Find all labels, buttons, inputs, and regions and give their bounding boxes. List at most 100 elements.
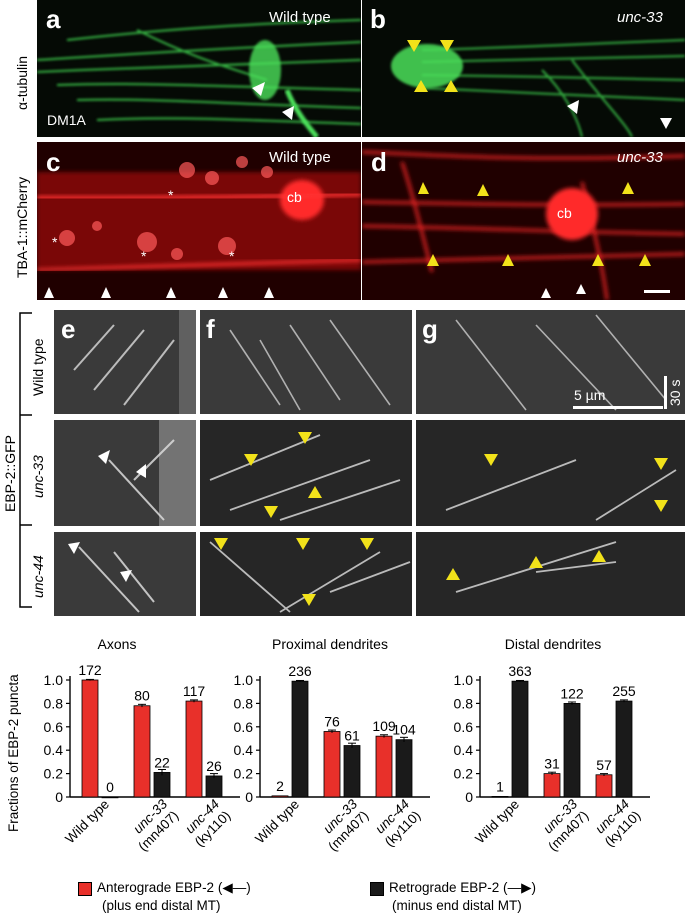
category-label: Wild type (62, 797, 112, 847)
panel-b-image: b unc-33 (362, 0, 685, 137)
bar (133, 705, 151, 798)
data-label: 80 (134, 688, 150, 704)
category-label-line: Wild type (62, 797, 112, 847)
bar (291, 680, 309, 798)
data-label: 31 (544, 756, 560, 772)
legend-retro-line2: (minus end distal MT) (392, 898, 522, 913)
row-label-ebp: EBP-2::GFP (2, 432, 18, 514)
kymograph-f-wildtype: f (200, 310, 412, 414)
bar (101, 796, 119, 799)
row-label-tubulin: α-tubulin (14, 55, 30, 110)
asterisk-1: * (168, 187, 174, 203)
bar (563, 703, 581, 798)
bar (323, 731, 341, 798)
y-tick-label: 0.4 (234, 742, 254, 758)
panel-d-body (362, 150, 685, 300)
panel-a-image: a Wild type DM1A (37, 0, 361, 137)
data-label: 104 (392, 722, 416, 738)
bar (595, 774, 613, 798)
row-label-unc44: unc-44 (30, 555, 46, 598)
kymograph-bracket (19, 312, 32, 608)
data-label: 57 (596, 757, 612, 773)
row-label-wild-type: Wild type (30, 338, 46, 396)
bar (343, 745, 361, 798)
kymograph-g-unc44 (416, 532, 685, 616)
y-tick-label: 1.0 (234, 672, 254, 688)
data-label: 61 (344, 728, 360, 744)
panel-b-neurites (391, 39, 685, 137)
kymograph-g-unc33 (416, 420, 685, 526)
panel-c-white-arrowheads (44, 287, 274, 298)
chart-2-title: Proximal dendrites (272, 636, 388, 652)
data-label: 22 (154, 754, 170, 770)
chart-distal-dendrites: 0 0.2 0.4 0.6 0.8 1.0 1 363 Wild type 31 122 unc-33… (454, 663, 650, 854)
y-tick-label: 0.6 (44, 719, 64, 735)
panel-letter-e: e (61, 314, 76, 344)
category-label: Wild type (472, 797, 522, 847)
bar (511, 680, 529, 798)
row-label-tba: TBA-1::mCherry (14, 176, 30, 278)
panel-letter-c: c (46, 147, 61, 177)
y-tick-label: 0 (55, 789, 63, 805)
legend-retro-arrow: —▶ (507, 880, 532, 895)
asterisk-3: * (141, 248, 147, 264)
kymograph-e-wildtype: e (54, 310, 196, 414)
legend-swatch-antero (78, 882, 92, 896)
data-label: 2 (276, 778, 284, 794)
data-label: 26 (206, 758, 222, 774)
panel-d-white-arrowheads (541, 284, 586, 298)
panel-d-title: unc-33 (617, 149, 663, 166)
y-tick-label: 0.2 (44, 766, 64, 782)
panel-a-neurites (37, 19, 361, 137)
scale-bar-d (644, 290, 670, 293)
panel-d-yellow-arrowheads (418, 182, 651, 266)
kymograph-e-unc33 (54, 420, 196, 526)
y-tick-label: 0.6 (454, 719, 474, 735)
data-label: 236 (288, 663, 312, 679)
legend-antero-line2: (plus end distal MT) (102, 898, 221, 913)
bar (153, 772, 171, 798)
y-tick-label: 0.2 (454, 766, 474, 782)
panel-d-image: d unc-33 cb (362, 142, 685, 300)
data-label: 1 (496, 778, 504, 794)
scale-label-space: 5 µm (574, 387, 606, 403)
y-tick-label: 1.0 (44, 672, 64, 688)
category-label-line: Wild type (472, 797, 522, 847)
panel-c-cb-label: cb (287, 189, 302, 205)
data-label: 122 (560, 685, 584, 701)
panel-letter-g: g (422, 314, 438, 344)
y-tick-label: 0.8 (454, 695, 474, 711)
kymograph-f-unc44 (200, 532, 412, 616)
data-label: 76 (324, 713, 340, 729)
panel-c-image: c Wild type cb * * * * (37, 142, 361, 300)
panel-b-yellow-arrowheads (407, 40, 458, 92)
bar (543, 773, 561, 798)
data-label: 172 (78, 662, 102, 678)
panel-c-body (37, 156, 361, 298)
bar (491, 796, 509, 798)
legend-antero-line1: Anterograde EBP-2 (◀—) (97, 880, 251, 895)
legend-retro-line1: Retrograde EBP-2 (—▶) (389, 880, 536, 895)
row-label-unc33: unc-33 (30, 455, 46, 498)
category-label: unc-44(ky110) (590, 797, 643, 850)
bar (185, 700, 203, 798)
panel-a-title: Wild type (269, 9, 331, 26)
scale-bar-space (573, 406, 663, 409)
panel-letter-f: f (206, 314, 215, 344)
data-label: 109 (372, 718, 396, 734)
panel-letter-d: d (371, 147, 387, 177)
arrowhead-white-4 (660, 118, 672, 129)
panel-d-cb-label: cb (557, 205, 572, 221)
arrowhead-white-3 (567, 100, 579, 114)
category-label-line: Wild type (252, 797, 302, 847)
category-label: unc-33(mn407) (314, 796, 372, 854)
scale-bar-time (664, 376, 667, 409)
legend-swatch-retro (370, 882, 384, 896)
asterisk-2: * (52, 234, 58, 250)
panel-a-stain-label: DM1A (47, 112, 86, 128)
y-tick-label: 0.8 (44, 695, 64, 711)
chart-3-title: Distal dendrites (504, 636, 602, 652)
category-label: unc-44(ky110) (370, 797, 423, 850)
